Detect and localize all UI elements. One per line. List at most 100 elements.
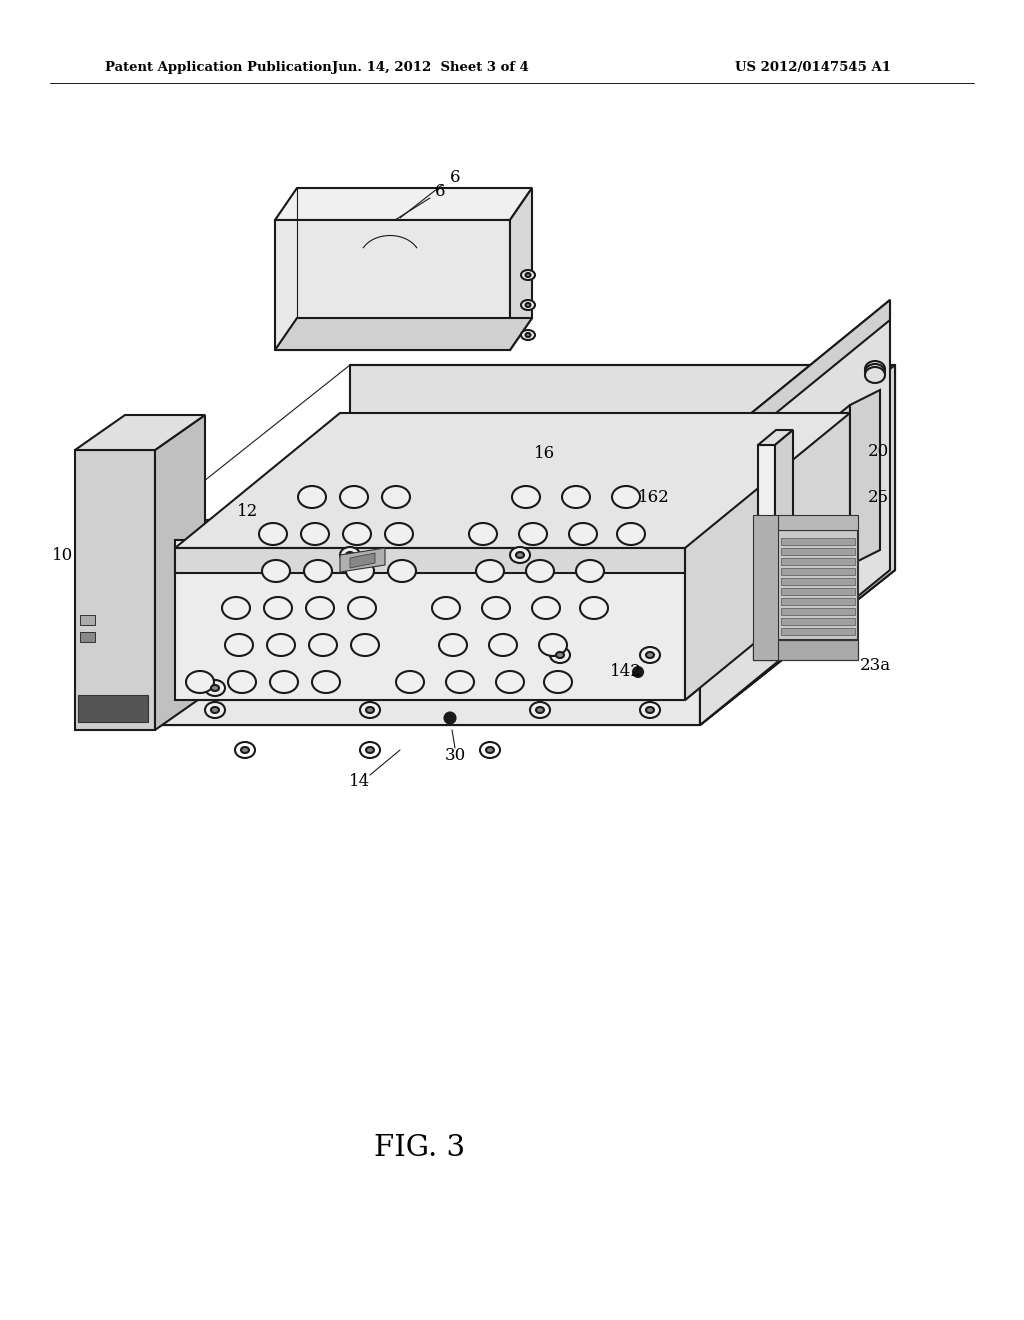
Polygon shape [781, 558, 855, 565]
Text: Jun. 14, 2012  Sheet 3 of 4: Jun. 14, 2012 Sheet 3 of 4 [332, 61, 528, 74]
Polygon shape [340, 548, 385, 572]
Polygon shape [155, 414, 205, 730]
Ellipse shape [526, 560, 554, 582]
Ellipse shape [640, 647, 660, 663]
Ellipse shape [569, 523, 597, 545]
Polygon shape [685, 405, 850, 700]
Text: US 2012/0147545 A1: US 2012/0147545 A1 [735, 61, 891, 74]
Polygon shape [758, 445, 775, 655]
Ellipse shape [521, 330, 535, 341]
Ellipse shape [385, 523, 413, 545]
Ellipse shape [360, 702, 380, 718]
Polygon shape [175, 565, 850, 700]
Polygon shape [781, 609, 855, 615]
Ellipse shape [640, 702, 660, 718]
Ellipse shape [366, 747, 374, 752]
Polygon shape [781, 578, 855, 585]
Polygon shape [781, 568, 855, 576]
Polygon shape [350, 366, 895, 570]
Ellipse shape [525, 333, 530, 337]
Ellipse shape [351, 634, 379, 656]
Ellipse shape [340, 486, 368, 508]
Polygon shape [778, 515, 858, 531]
Polygon shape [781, 628, 855, 635]
Ellipse shape [633, 667, 643, 677]
Ellipse shape [186, 671, 214, 693]
Ellipse shape [525, 273, 530, 277]
Ellipse shape [360, 742, 380, 758]
Ellipse shape [550, 647, 570, 663]
Ellipse shape [228, 671, 256, 693]
Ellipse shape [476, 560, 504, 582]
Polygon shape [781, 587, 855, 595]
Ellipse shape [343, 523, 371, 545]
Ellipse shape [211, 708, 219, 713]
Text: 25: 25 [868, 488, 889, 506]
Polygon shape [700, 300, 890, 475]
Polygon shape [75, 414, 205, 450]
Ellipse shape [439, 634, 467, 656]
Ellipse shape [580, 597, 608, 619]
Polygon shape [781, 598, 855, 605]
Polygon shape [700, 366, 895, 725]
Ellipse shape [521, 271, 535, 280]
Ellipse shape [841, 552, 849, 558]
Text: 12: 12 [238, 503, 259, 520]
Ellipse shape [835, 546, 855, 564]
Ellipse shape [309, 634, 337, 656]
Ellipse shape [516, 552, 524, 558]
Polygon shape [700, 300, 890, 725]
Ellipse shape [264, 597, 292, 619]
Ellipse shape [366, 708, 374, 713]
Ellipse shape [486, 747, 494, 752]
Polygon shape [80, 632, 95, 642]
Ellipse shape [519, 523, 547, 545]
Text: 6: 6 [450, 169, 460, 186]
Ellipse shape [382, 486, 410, 508]
Ellipse shape [510, 546, 530, 564]
Polygon shape [155, 520, 700, 725]
Ellipse shape [262, 560, 290, 582]
Polygon shape [275, 318, 532, 350]
Polygon shape [753, 515, 778, 660]
Polygon shape [175, 413, 850, 548]
Ellipse shape [646, 652, 654, 657]
Polygon shape [175, 548, 685, 573]
Polygon shape [78, 696, 148, 722]
Ellipse shape [346, 552, 354, 558]
Polygon shape [275, 187, 532, 220]
Ellipse shape [270, 671, 298, 693]
Ellipse shape [304, 560, 332, 582]
Ellipse shape [532, 597, 560, 619]
Ellipse shape [496, 671, 524, 693]
Text: 142: 142 [610, 664, 642, 681]
Ellipse shape [348, 597, 376, 619]
Ellipse shape [306, 597, 334, 619]
Text: 6: 6 [435, 183, 445, 201]
Ellipse shape [612, 486, 640, 508]
Polygon shape [781, 548, 855, 554]
Polygon shape [350, 553, 375, 568]
Ellipse shape [562, 486, 590, 508]
Ellipse shape [521, 300, 535, 310]
Polygon shape [75, 450, 155, 730]
Ellipse shape [536, 708, 544, 713]
Polygon shape [275, 220, 510, 350]
Polygon shape [775, 430, 793, 655]
Ellipse shape [211, 685, 219, 690]
Text: FIG. 3: FIG. 3 [375, 1134, 466, 1162]
Text: Patent Application Publication: Patent Application Publication [105, 61, 332, 74]
Polygon shape [850, 389, 880, 565]
Ellipse shape [444, 713, 456, 723]
Text: 10: 10 [52, 546, 73, 564]
Ellipse shape [432, 597, 460, 619]
Ellipse shape [865, 364, 885, 380]
Polygon shape [758, 430, 793, 445]
Ellipse shape [512, 486, 540, 508]
Ellipse shape [646, 708, 654, 713]
Ellipse shape [469, 523, 497, 545]
Ellipse shape [340, 546, 360, 564]
Polygon shape [781, 539, 855, 545]
Text: 30: 30 [444, 747, 466, 763]
Ellipse shape [446, 671, 474, 693]
